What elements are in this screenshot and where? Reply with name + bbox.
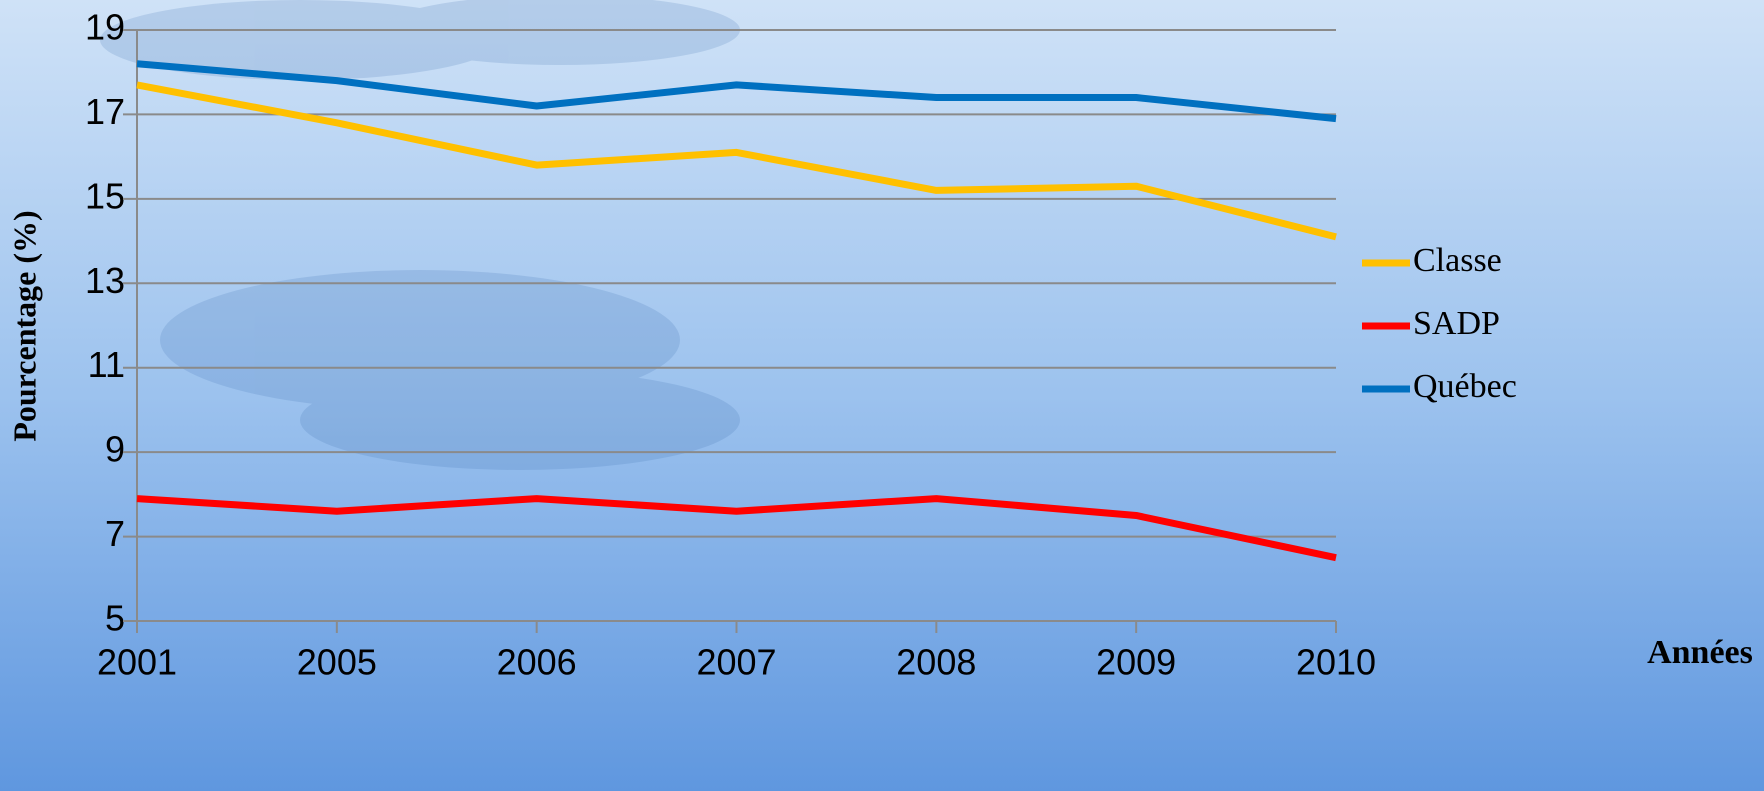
y-tick-label: 11 [88,344,125,385]
legend-label: Classe [1413,242,1502,279]
y-tick-label: 5 [105,598,125,639]
x-axis-title: Années [1647,634,1753,671]
y-tick-label: 7 [105,513,125,554]
x-tick-label: 2007 [696,642,776,683]
x-tick-label: 2006 [497,642,577,683]
y-tick-label: 17 [85,91,125,132]
y-axis-title: Pourcentage (%) [6,210,42,441]
x-tick-label: 2009 [1096,642,1176,683]
x-tick-label: 2010 [1296,642,1376,683]
x-tick-label: 2008 [896,642,976,683]
y-tick-label: 19 [85,7,125,48]
x-tick-label: 2001 [97,642,177,683]
y-tick-label: 9 [105,429,125,470]
legend-label: SADP [1413,305,1500,342]
x-tick-label: 2005 [297,642,377,683]
y-tick-label: 15 [85,175,125,216]
chart: Années Pourcentage (%) 5 7 9 11 13 15 17 19 2001… [0,0,1764,791]
legend-label: Québec [1413,368,1517,405]
y-tick-label: 13 [85,260,125,301]
